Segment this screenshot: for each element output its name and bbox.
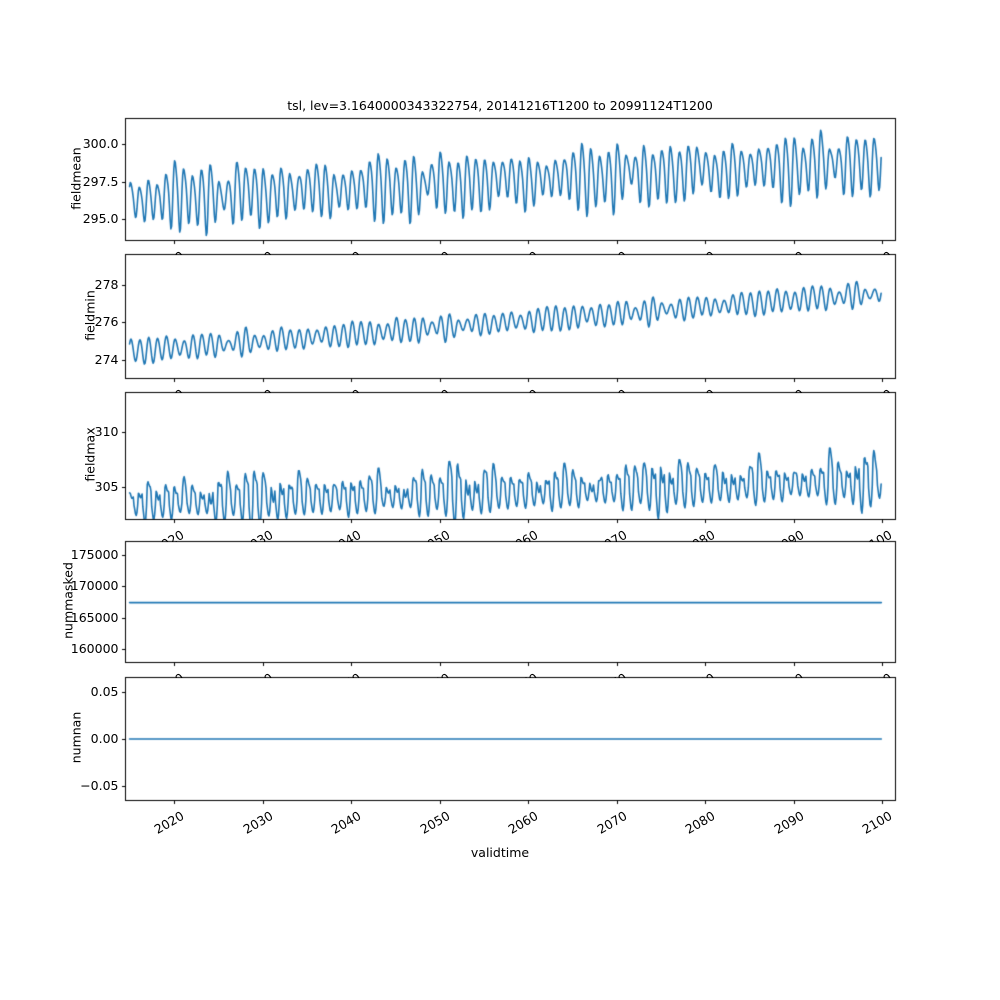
y-axis-label-nummasked: nummasked	[60, 562, 76, 639]
y-axis-label-fieldmax: fieldmax	[82, 427, 98, 482]
y-tick-label: 165000	[70, 609, 119, 625]
y-axis-label-numnan: numnan	[68, 711, 83, 764]
y-tick-label: 300.0	[82, 135, 119, 151]
y-axis-label-fieldmean: fieldmean	[68, 146, 83, 210]
y-tick-label: 274	[94, 351, 119, 367]
y-tick-label: 305	[94, 478, 119, 494]
y-tick-label: 160000	[70, 640, 119, 656]
y-tick-label: −0.05	[80, 777, 119, 793]
y-tick-label: 297.5	[82, 173, 119, 189]
y-axis-label-fieldmin: fieldmin	[82, 289, 98, 341]
y-tick-label: 170000	[70, 577, 119, 593]
y-tick-label: 278	[94, 276, 119, 292]
y-tick-label: 0.05	[90, 683, 119, 699]
y-tick-label: 295.0	[82, 210, 119, 226]
y-tick-label: 175000	[70, 546, 119, 562]
y-tick-label: 0.00	[90, 730, 119, 746]
y-tick-label: 276	[94, 313, 119, 329]
figure-title: tsl, lev=3.1640000343322754, 20141216T12…	[287, 98, 713, 113]
x-axis-label: validtime	[470, 845, 530, 860]
y-tick-label: 310	[94, 423, 119, 439]
